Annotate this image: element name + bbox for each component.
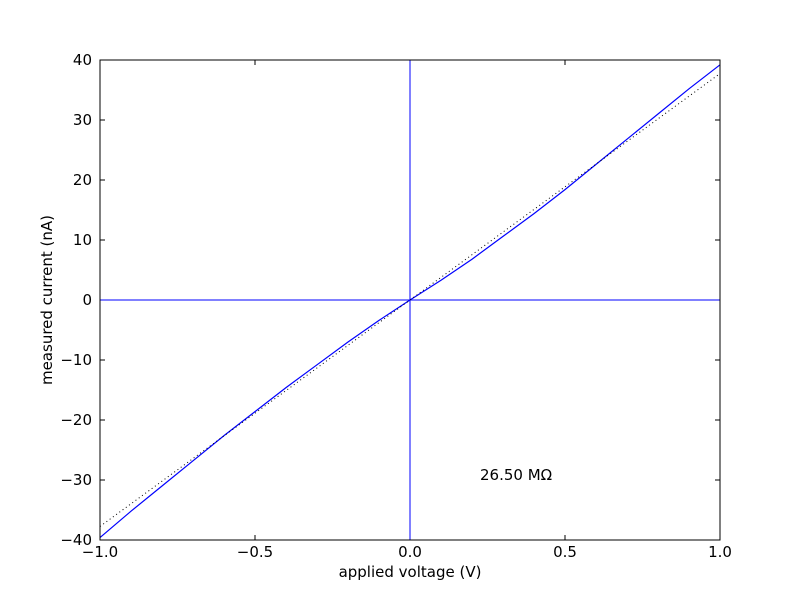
x-tick-label: 0.0: [398, 543, 422, 561]
y-tick-label: −40: [60, 531, 92, 549]
y-axis-label: measured current (nA): [38, 215, 56, 385]
x-tick-label: −1.0: [82, 543, 118, 561]
y-tick-label: −10: [60, 351, 92, 369]
y-tick-label: 30: [73, 111, 92, 129]
y-tick-label: 0: [82, 291, 92, 309]
annotation: 26.50 MΩ: [480, 466, 552, 484]
x-tick-label: 1.0: [708, 543, 732, 561]
y-tick-label: 10: [73, 231, 92, 249]
plot-frame: [99, 59, 721, 541]
x-tick-label: 0.5: [553, 543, 577, 561]
y-tick-label: −30: [60, 471, 92, 489]
y-tick-label: 40: [73, 51, 92, 69]
x-axis-label: applied voltage (V): [339, 563, 482, 581]
y-tick-label: 20: [73, 171, 92, 189]
x-tick-label: −0.5: [237, 543, 273, 561]
data-line: [99, 64, 721, 539]
y-tick-label: −20: [60, 411, 92, 429]
